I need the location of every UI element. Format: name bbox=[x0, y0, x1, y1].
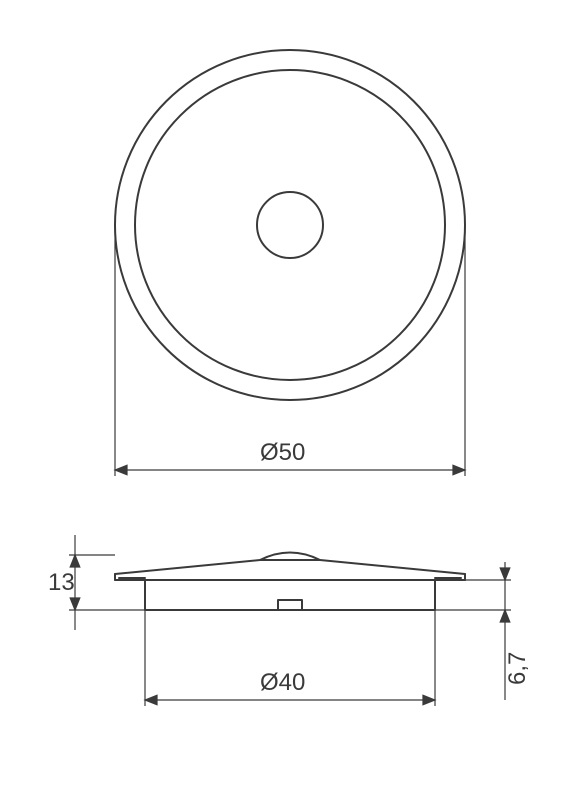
side-notch bbox=[278, 600, 302, 610]
dim-h13: 13 bbox=[48, 569, 75, 596]
top-inner-circle bbox=[135, 70, 445, 380]
top-center-circle bbox=[257, 192, 323, 258]
dim-d50: Ø50 bbox=[260, 439, 305, 466]
dim-d40: Ø40 bbox=[260, 669, 305, 696]
side-top-profile bbox=[115, 553, 465, 575]
top-outer-circle bbox=[115, 50, 465, 400]
dim-h67: 6,7 bbox=[504, 652, 531, 685]
side-body bbox=[145, 580, 435, 610]
